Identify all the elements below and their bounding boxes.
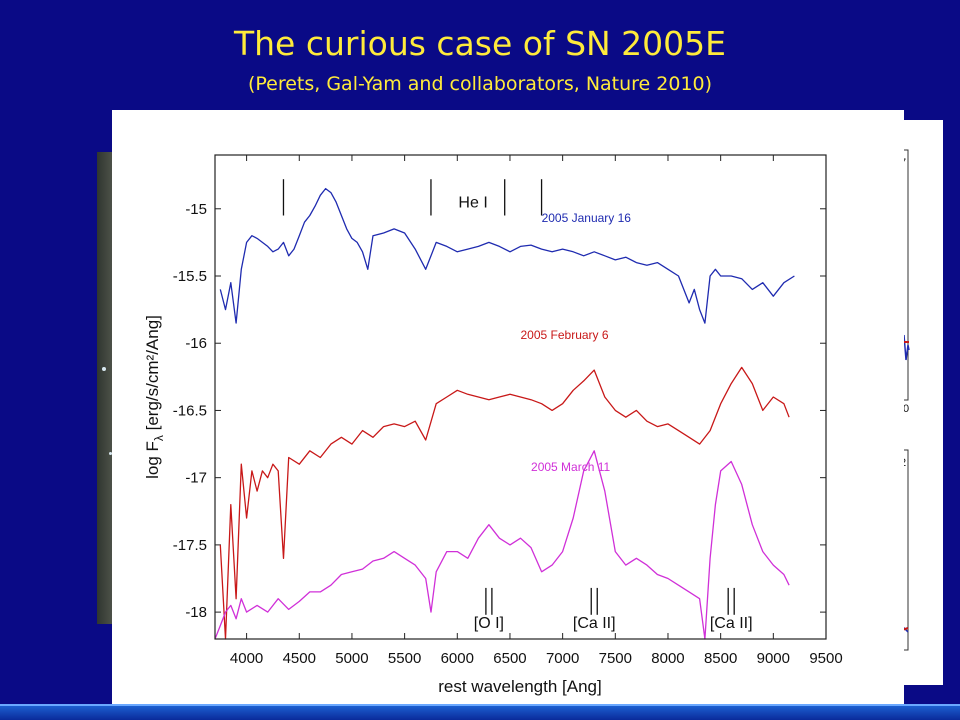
side-tick-label: 0 (903, 403, 909, 415)
star-dot (102, 367, 106, 371)
x-tick-label: 7000 (546, 650, 579, 667)
y-tick-label: -15.5 (173, 268, 207, 285)
slide-bottom-bar (0, 704, 960, 720)
line-id-label: [O I] (474, 615, 504, 632)
slide-title: The curious case of SN 2005E (233, 24, 727, 63)
y-tick-label: -17 (185, 470, 207, 487)
series-label: 2005 March 11 (531, 460, 610, 474)
x-tick-label: 5000 (335, 650, 368, 667)
y-tick-label: -16.5 (173, 402, 207, 419)
x-tick-label: 5500 (388, 650, 421, 667)
y-tick-label: -16 (185, 335, 207, 352)
line-id-label: [Ca II] (573, 615, 616, 632)
y-axis-label-units: [erg/s/cm²/Ang] (143, 315, 162, 435)
series-label: 2005 January 16 (542, 211, 632, 225)
x-tick-label: 6000 (441, 650, 474, 667)
y-axis-label-subscript: λ (152, 435, 166, 441)
x-tick-label: 8000 (651, 650, 684, 667)
x-tick-label: 8500 (704, 650, 737, 667)
slide-subtitle: (Perets, Gal-Yam and collaborators, Natu… (247, 73, 713, 95)
series-layer (214, 187, 795, 640)
x-tick-label: 9500 (809, 650, 842, 667)
plot-frame (214, 154, 827, 640)
y-tick-label: -17.5 (173, 537, 207, 554)
he-label: He I (458, 194, 487, 211)
x-tick-label: 6500 (493, 650, 526, 667)
spectrum-figure: 4000 4500 5000 5500 6000 6500 7000 7500 8000 8500… (112, 110, 904, 704)
series-line-2 (219, 366, 790, 640)
y-axis-label: log Fλ [erg/s/cm²/Ang] (143, 315, 166, 479)
line-id-label: [Ca II] (710, 615, 753, 632)
series-line-3 (214, 450, 790, 640)
star-dot (109, 452, 112, 455)
y-tick-label: -18 (185, 604, 207, 621)
x-axis-label: rest wavelength [Ang] (438, 677, 601, 696)
series-line-1 (219, 187, 795, 324)
y-axis-label-main: log F (143, 441, 162, 479)
x-tick-label: 7500 (599, 650, 632, 667)
x-tick-label: 4500 (283, 650, 316, 667)
x-tick-label: 4000 (230, 650, 263, 667)
spectrum-chart: 4000 4500 5000 5500 6000 6500 7000 7500 8000 8500… (143, 154, 843, 696)
y-tick-label: -15 (185, 201, 207, 218)
tick-layer: 4000 4500 5000 5500 6000 6500 7000 7500 8000 8500… (173, 155, 843, 667)
series-label: 2005 February 6 (521, 328, 609, 342)
annotation-layer: He I [O I] [Ca II] [Ca II] (282, 179, 753, 632)
legend-layer: 2005 January 16 2005 February 6 2005 March… (521, 211, 632, 474)
x-tick-label: 9000 (757, 650, 790, 667)
